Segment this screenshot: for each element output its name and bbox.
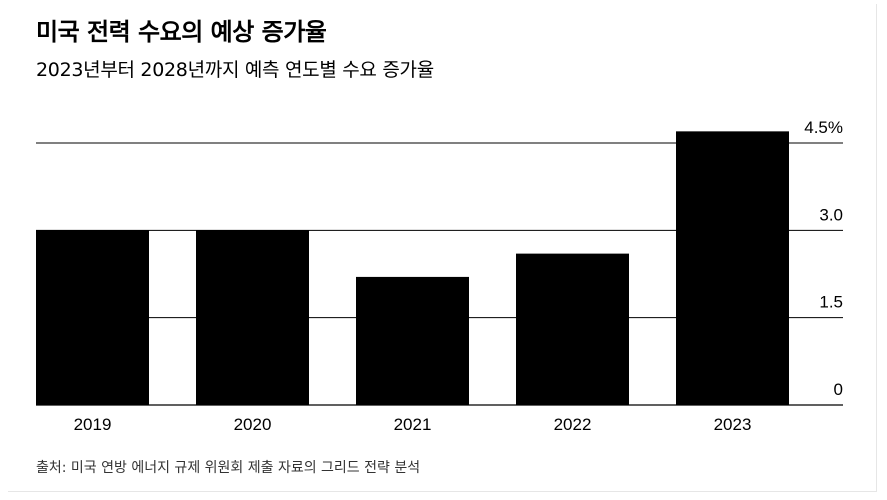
x-tick-label: 2023	[714, 415, 752, 434]
x-tick-label: 2020	[234, 415, 272, 434]
y-tick-label: 1.5	[819, 293, 843, 312]
x-tick-labels: 2019 2020 2021 2022 2023	[74, 415, 752, 434]
y-tick-label: 0	[834, 380, 843, 399]
x-tick-label: 2022	[554, 415, 592, 434]
bar-2019	[36, 230, 149, 405]
bars	[36, 131, 789, 405]
bar-2020	[196, 230, 309, 405]
chart-subtitle: 2023년부터 2028년까지 예측 연도별 수요 증가율	[36, 59, 434, 81]
bar-2023	[676, 131, 789, 405]
y-tick-labels: 0 1.5 3.0 4.5%	[804, 118, 843, 399]
chart-title: 미국 전력 수요의 예상 증가율	[36, 18, 327, 46]
bar-2022	[516, 253, 629, 405]
source-note: 출처: 미국 연방 에너지 규제 위원회 제출 자료의 그리드 전략 분석	[36, 460, 421, 476]
y-tick-label: 4.5%	[804, 118, 843, 137]
chart-frame	[8, 4, 877, 492]
x-tick-label: 2021	[394, 415, 432, 434]
bar-2021	[356, 276, 469, 405]
y-tick-label: 3.0	[819, 205, 843, 224]
x-tick-label: 2019	[74, 415, 112, 434]
